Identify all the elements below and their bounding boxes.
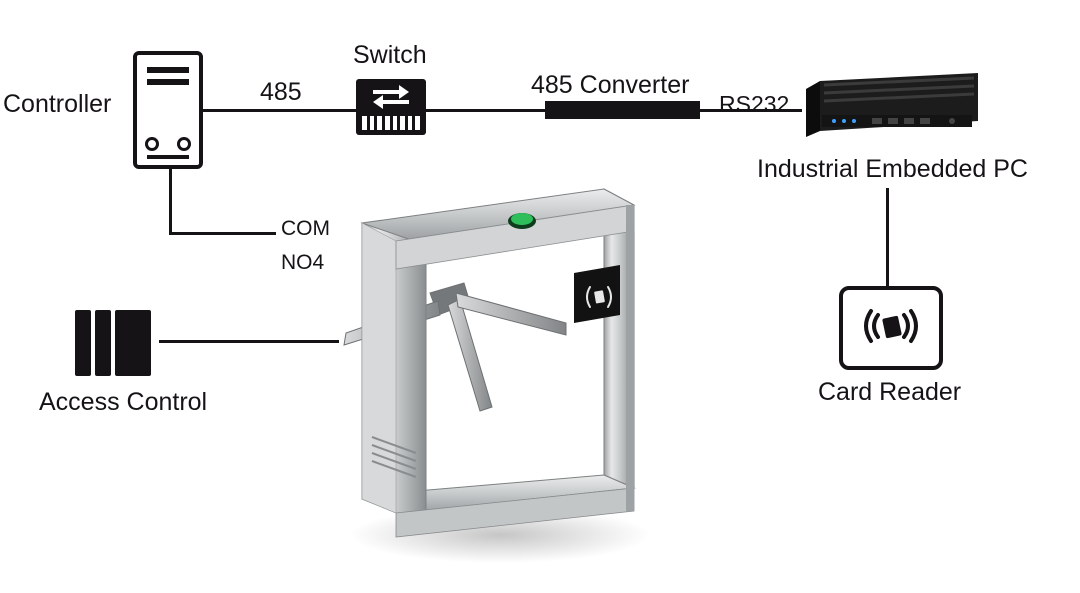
node-turnstile <box>330 175 660 575</box>
label-access-control: Access Control <box>39 388 207 417</box>
rfid-icon <box>856 301 926 356</box>
label-card-reader: Card Reader <box>818 378 961 407</box>
node-industrial-pc <box>802 71 982 141</box>
edge-controller-switch <box>199 109 356 112</box>
edge-controller-turnstile <box>169 232 276 235</box>
label-485-converter: 485 Converter <box>531 71 689 100</box>
label-com: COM <box>281 217 330 241</box>
node-switch <box>356 79 426 135</box>
node-controller <box>133 51 203 169</box>
label-rs232: RS232 <box>719 91 789 118</box>
label-controller: Controller <box>3 90 111 119</box>
node-card-reader <box>839 286 943 370</box>
node-access-control <box>75 310 151 376</box>
edge-controller-down <box>169 165 172 235</box>
label-industrial-pc: Industrial Embedded PC <box>757 155 1028 184</box>
edge-switch-converter <box>426 109 545 112</box>
diagram-canvas: Controller Switch 485 485 Converter RS23… <box>0 0 1080 593</box>
label-switch: Switch <box>353 41 427 70</box>
edge-accesscontrol-turnstile <box>159 340 339 343</box>
switch-arrows-icon <box>371 85 411 109</box>
label-485: 485 <box>260 78 302 107</box>
edge-ipc-cardreader <box>886 188 889 286</box>
node-converter <box>545 101 700 119</box>
label-no4: NO4 <box>281 251 324 275</box>
